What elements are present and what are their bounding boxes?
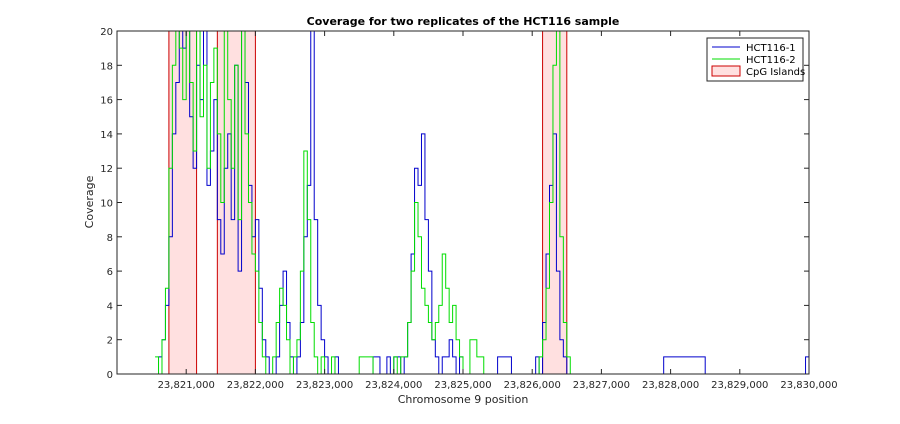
x-tick-label: 23,826,000 <box>504 380 561 391</box>
x-axis-label: Chromosome 9 position <box>398 393 529 406</box>
y-tick-label: 18 <box>100 61 113 72</box>
y-tick-label: 16 <box>100 96 113 107</box>
y-tick-label: 2 <box>107 336 113 347</box>
legend-swatch-cpg-islands <box>711 65 741 77</box>
x-tick-label: 23,829,000 <box>711 380 768 391</box>
legend: HCT116-1 HCT116-2 CpG Islands <box>706 37 805 82</box>
y-tick-label: 0 <box>107 370 113 381</box>
legend-label-cpg-islands: CpG Islands <box>746 67 805 78</box>
x-tick-label: 23,823,000 <box>296 380 353 391</box>
y-axis-ticks: 0 2 4 6 8 10 12 14 16 18 20 <box>100 27 809 381</box>
y-axis-label: Coverage <box>83 175 96 228</box>
y-tick-label: 10 <box>100 199 113 210</box>
x-tick-label: 23,830,000 <box>780 380 837 391</box>
legend-label-hct116-2: HCT116-2 <box>746 55 796 66</box>
x-axis-ticks: 23,821,000 23,822,000 23,823,000 23,824,000… <box>158 31 838 391</box>
y-tick-label: 12 <box>100 164 113 175</box>
x-tick-label: 23,825,000 <box>434 380 491 391</box>
x-tick-label: 23,821,000 <box>158 380 215 391</box>
x-tick-label: 23,828,000 <box>642 380 699 391</box>
y-tick-label: 20 <box>100 27 113 38</box>
series-line-hct116-2 <box>155 30 809 375</box>
x-tick-label: 23,822,000 <box>227 380 284 391</box>
y-tick-label: 4 <box>107 301 113 312</box>
x-tick-label: 23,827,000 <box>573 380 630 391</box>
x-tick-label: 23,824,000 <box>365 380 422 391</box>
cpg-island-regions <box>168 30 568 375</box>
chart-title: Coverage for two replicates of the HCT11… <box>307 15 620 28</box>
y-tick-label: 14 <box>100 130 113 141</box>
y-tick-label: 8 <box>107 233 113 244</box>
y-tick-label: 6 <box>107 267 113 278</box>
legend-label-hct116-1: HCT116-1 <box>746 43 796 54</box>
